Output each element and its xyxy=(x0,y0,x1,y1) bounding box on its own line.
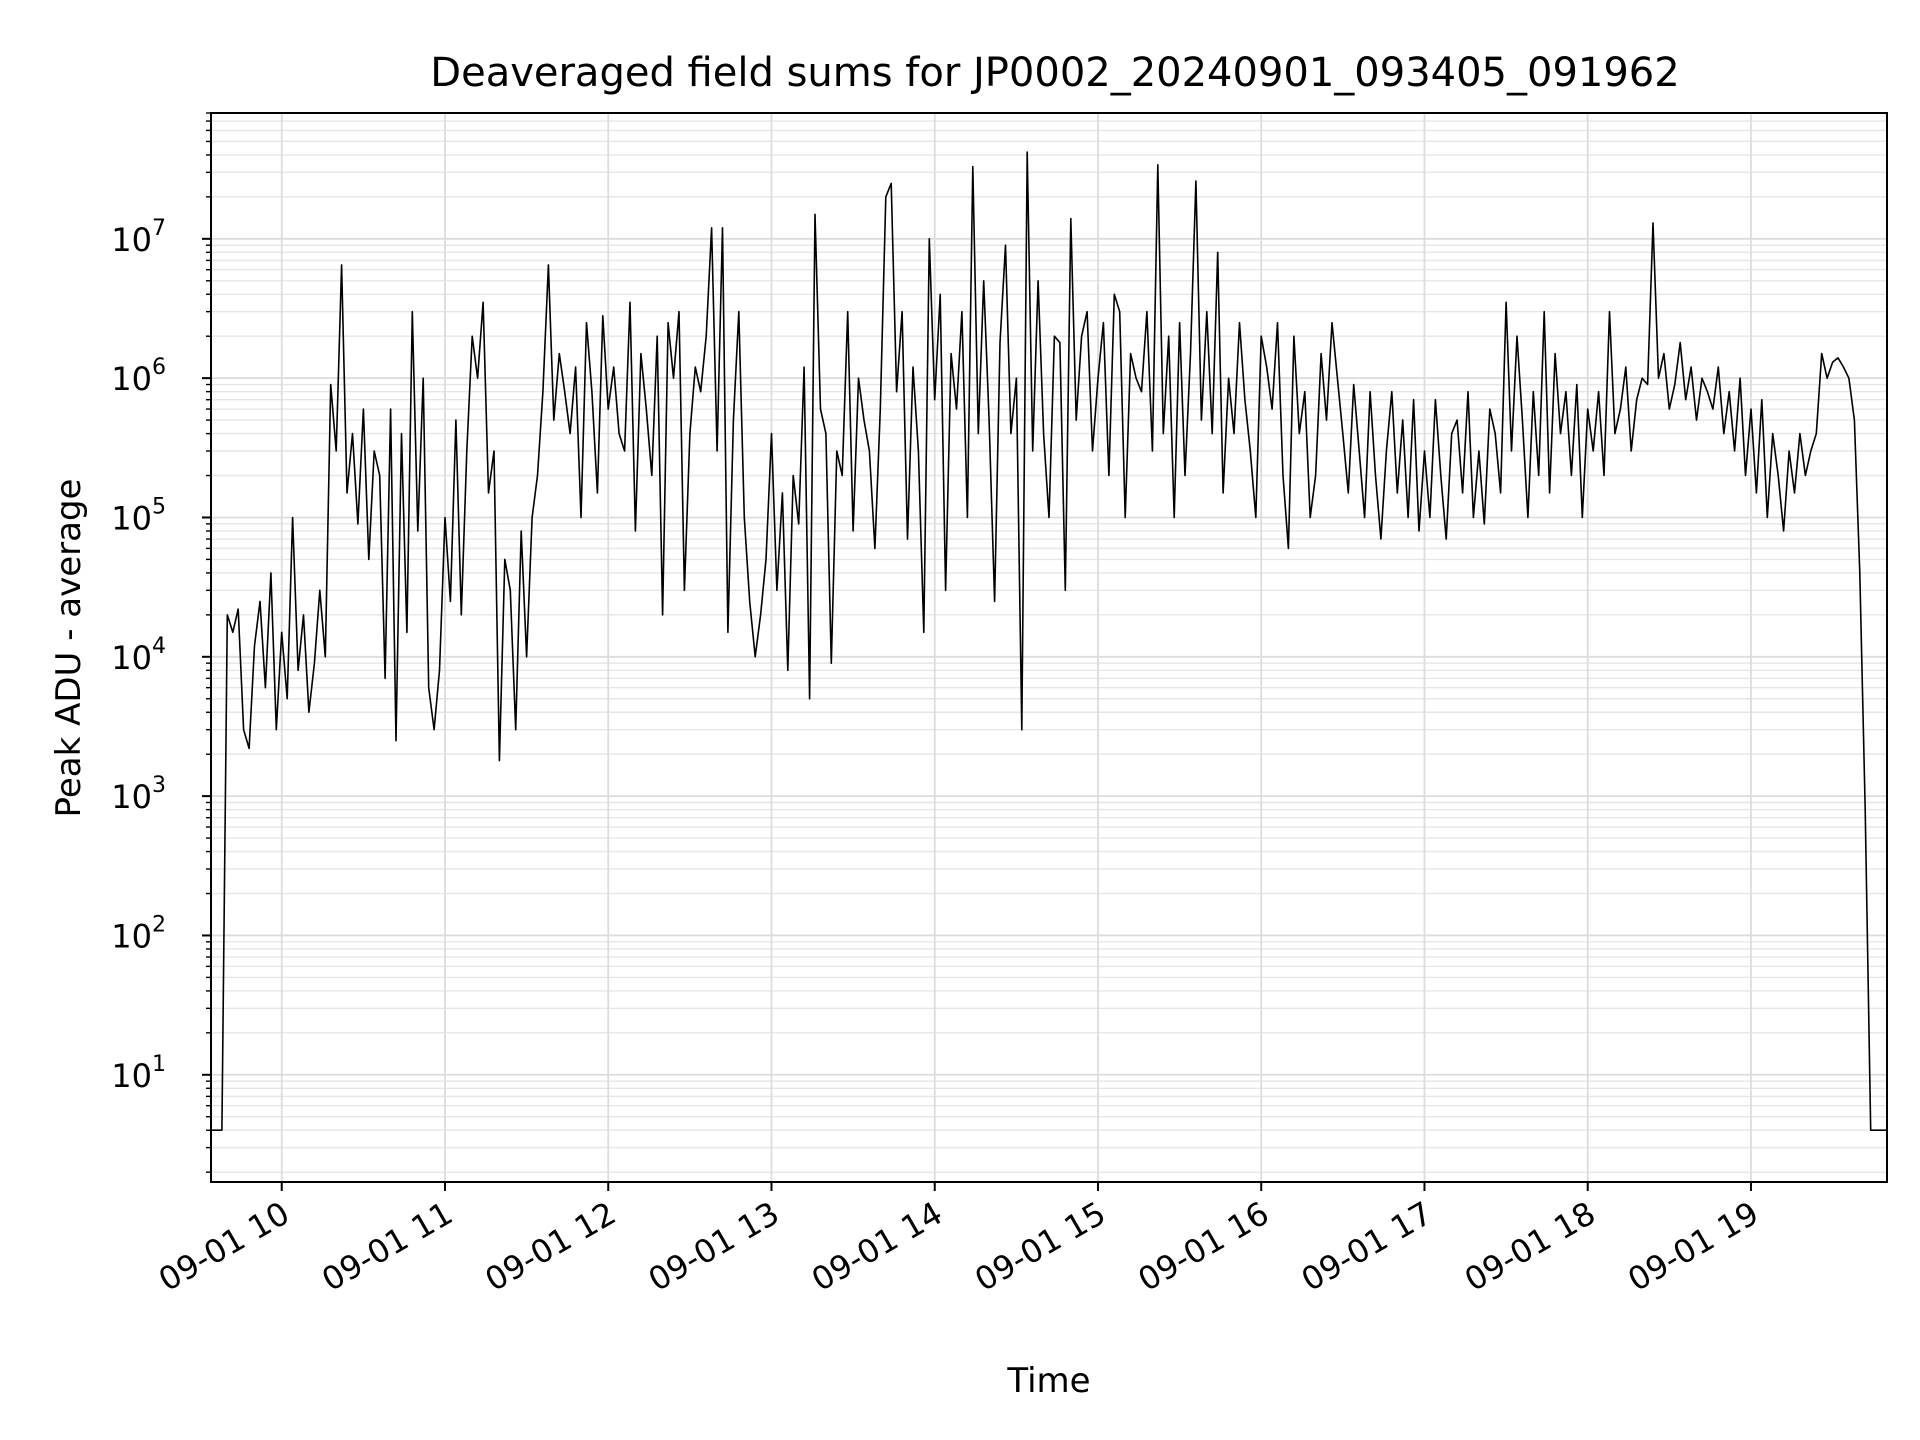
y-axis-label: Peak ADU - average xyxy=(49,479,89,818)
y-tick-label: 107 xyxy=(111,216,166,259)
plot-frame xyxy=(210,112,1888,1183)
series-line xyxy=(211,151,1887,1131)
y-tick-label: 104 xyxy=(111,634,166,677)
plot-area xyxy=(210,112,1888,1183)
major-gridlines xyxy=(211,113,1887,1182)
y-axis: 101 102 103 104 105 106 107 xyxy=(111,112,211,1173)
plot-background xyxy=(211,113,1887,1182)
x-axis-label: Time xyxy=(1006,1361,1090,1401)
y-tick-label: 102 xyxy=(111,912,166,955)
chart-title: Deaveraged field sums for JP0002_2024090… xyxy=(430,50,1679,96)
minor-gridlines xyxy=(211,112,1887,1173)
y-tick-label: 105 xyxy=(111,494,166,537)
y-tick-label: 103 xyxy=(111,773,166,816)
y-tick-label: 106 xyxy=(111,355,166,398)
y-tick-label: 101 xyxy=(111,1052,166,1095)
